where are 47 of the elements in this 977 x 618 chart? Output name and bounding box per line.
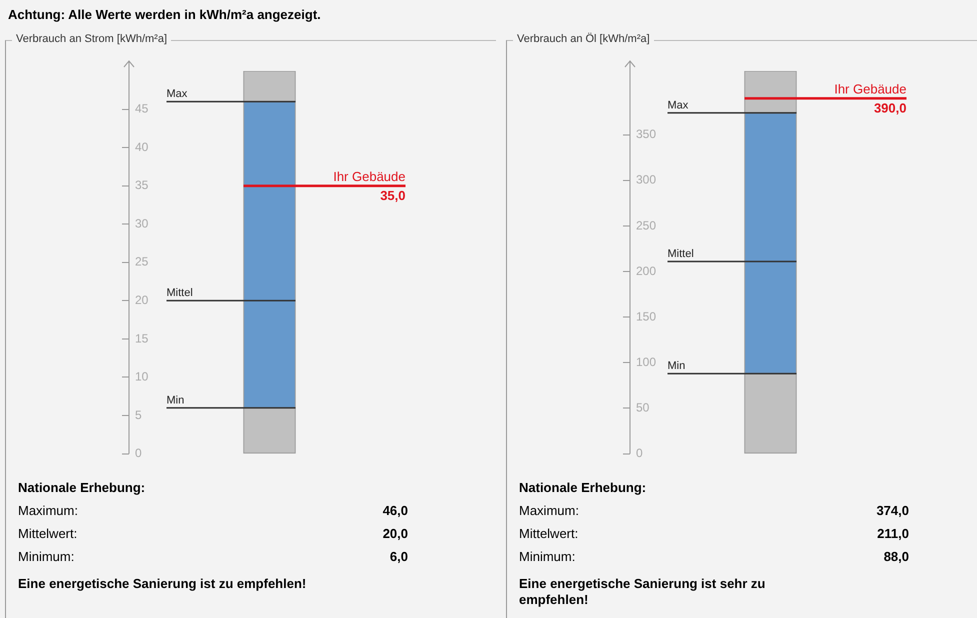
y-tick-label: 200 (636, 264, 656, 278)
text: 46,0 (382, 502, 408, 520)
ref-line-label: Ihr Gebäude (333, 168, 406, 184)
ref-line-label: Max (668, 99, 689, 112)
text: Nationale Erhebung: (18, 479, 146, 497)
text: Mittelwert: (519, 525, 578, 543)
y-tick-label: 250 (636, 218, 656, 232)
text: Nationale Erhebung: (519, 479, 648, 497)
text: Eine energetische Sanierung ist zu empfehlen! (18, 576, 308, 592)
y-tick-label: 40 (135, 140, 149, 154)
y-tick-label: 0 (135, 446, 142, 460)
text: Minimum: (18, 548, 74, 566)
text: 88,0 (884, 548, 909, 566)
ref-line-label: Mittel (166, 287, 193, 300)
ref-line-label: Min (166, 394, 184, 406)
y-tick-label: 100 (636, 354, 656, 369)
text: Maximum: (18, 502, 78, 520)
text: Maximum: (519, 502, 579, 520)
y-tick-label: 15 (135, 331, 149, 346)
y-tick-label: 0 (636, 446, 643, 460)
annotation: 35,0 (380, 188, 406, 203)
ref-line-label: Min (668, 360, 686, 372)
y-tick-label: 35 (135, 178, 149, 192)
chart-title: Verbrauch an Strom [kWh/m²a] (12, 33, 171, 45)
text: 6,0 (390, 548, 408, 566)
y-tick-label: 20 (135, 292, 149, 307)
annotation: 390,0 (874, 100, 906, 116)
text: 20,0 (382, 525, 408, 543)
ref-line-label: Mittel (668, 248, 694, 260)
y-tick-label: 150 (636, 309, 656, 324)
y-tick-label: 5 (135, 408, 142, 422)
text: Achtung: Alle Werte werden in kWh/m²a angezeigt. (8, 7, 321, 22)
text: 374,0 (876, 502, 909, 520)
ref-line-label: Max (166, 88, 188, 100)
text: Minimum: (519, 548, 576, 566)
ref-line-label: Ihr Gebäude (834, 81, 906, 96)
y-tick-label: 30 (135, 216, 149, 230)
y-tick-label: 10 (135, 370, 149, 384)
text: Mittelwert: (18, 525, 78, 543)
y-tick-label: 350 (636, 127, 656, 142)
text: 211,0 (877, 525, 909, 543)
y-tick-label: 45 (135, 102, 149, 116)
y-tick-label: 25 (135, 254, 149, 269)
text: Eine energetische Sanierung ist sehr zu empfehlen! (519, 576, 766, 608)
y-tick-label: 50 (636, 400, 650, 415)
chart-title: Verbrauch an Öl [kWh/m²a] (513, 33, 654, 45)
y-tick-label: 300 (636, 172, 656, 187)
